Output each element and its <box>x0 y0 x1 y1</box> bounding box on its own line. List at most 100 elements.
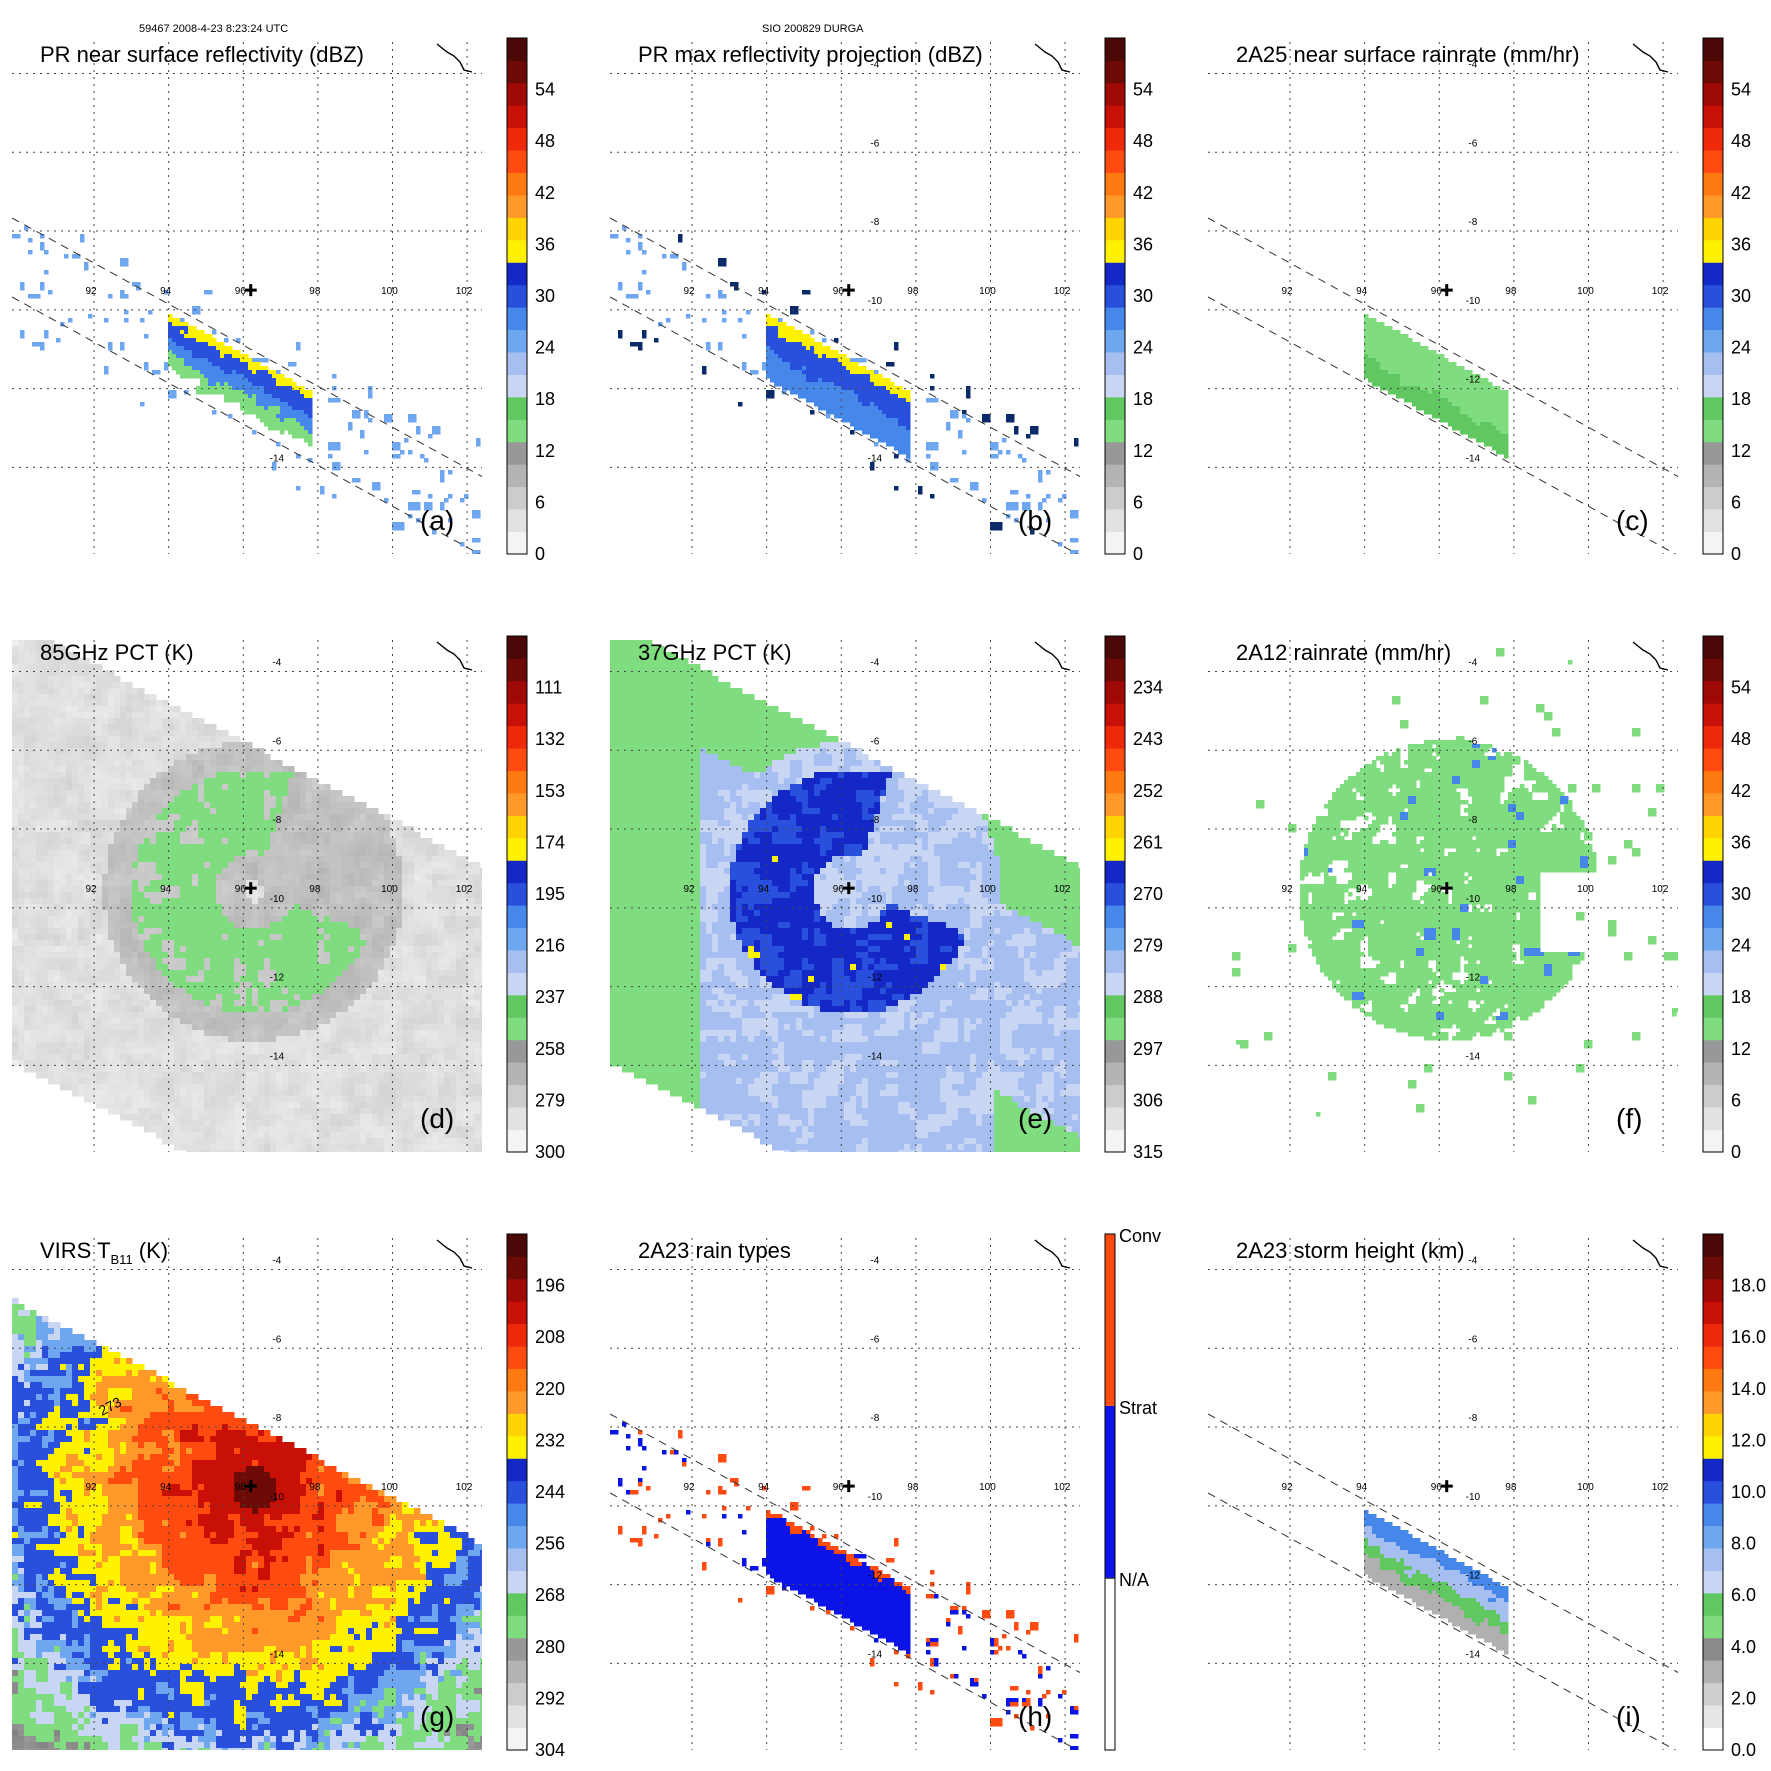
colorbar-swatch <box>1703 1413 1723 1437</box>
colorbar-tick-label: 6.0 <box>1731 1585 1756 1605</box>
colorbar-swatch <box>1703 837 1723 861</box>
colorbar-swatch <box>1703 882 1723 906</box>
colorbar-swatch <box>1703 1084 1723 1108</box>
colorbar-swatch <box>507 1525 527 1549</box>
colorbar-swatch <box>1703 1391 1723 1414</box>
colorbar-tick-label: 18.0 <box>1731 1276 1766 1296</box>
panel-g-field <box>12 1298 482 1750</box>
colorbar-swatch <box>507 1637 527 1661</box>
lon-tick-label: 100 <box>1577 884 1594 895</box>
panel-f-title: 2A12 rainrate (mm/hr) <box>1236 640 1451 665</box>
lon-tick-label: 96 <box>1431 286 1443 297</box>
colorbar-swatch <box>1105 352 1125 375</box>
lat-tick-label: -8 <box>272 815 281 826</box>
colorbar-tick-label: 12 <box>535 441 555 461</box>
lon-tick-label: 96 <box>1431 1482 1443 1493</box>
colorbar-tick-label: 0 <box>1133 544 1143 564</box>
panel-e: 92 94 96 98 100 102 -4 -6 -8 -10 -12 -14 37GHz PCT (… <box>610 635 1163 1162</box>
lat-tick-label: -10 <box>270 894 285 905</box>
storm-center-marker <box>244 284 257 297</box>
colorbar-swatch <box>1105 531 1125 555</box>
lat-tick-label: -4 <box>272 658 281 669</box>
lat-tick-label: -6 <box>1468 736 1477 747</box>
colorbar-tick-label: 0 <box>535 544 545 564</box>
panel-a-label: (a) <box>420 505 454 536</box>
lon-tick-label: 96 <box>235 884 247 895</box>
lat-tick-label: -14 <box>868 1649 883 1660</box>
colorbar-swatch <box>1105 1405 1115 1578</box>
colorbar-swatch <box>507 1503 527 1527</box>
colorbar-tick-label: 54 <box>1133 80 1153 100</box>
colorbar-swatch <box>507 374 527 398</box>
lat-tick-label: -6 <box>870 138 879 149</box>
colorbar-swatch <box>1703 1368 1723 1392</box>
panel-a-colorbar: 0 6 12 18 24 30 36 42 48 54 <box>506 37 555 564</box>
coastline <box>436 1239 473 1269</box>
colorbar-swatch <box>507 441 527 465</box>
lat-tick-label: -10 <box>868 296 883 307</box>
colorbar-swatch <box>1105 972 1125 996</box>
colorbar-swatch <box>507 150 527 174</box>
colorbar-swatch <box>507 770 527 794</box>
lon-tick-label: 100 <box>381 884 398 895</box>
colorbar-swatch <box>1703 1637 1723 1661</box>
colorbar-swatch <box>1105 680 1125 704</box>
colorbar-swatch <box>1703 793 1723 816</box>
colorbar-swatch <box>1105 307 1125 331</box>
colorbar-swatch <box>1703 1570 1723 1594</box>
colorbar-swatch <box>1703 150 1723 174</box>
colorbar-swatch <box>1703 1548 1723 1571</box>
panel-d-grid <box>12 640 482 1152</box>
colorbar-swatch <box>1105 1039 1125 1063</box>
lon-tick-label: 100 <box>381 286 398 297</box>
panel-e-colorbar: 315 306 297 288 279 270 261 252 243 234 <box>1104 635 1163 1162</box>
colorbar-tick-label: 174 <box>535 832 565 852</box>
colorbar-swatch <box>507 1727 527 1751</box>
lon-tick-label: 94 <box>758 884 770 895</box>
colorbar-swatch <box>1105 419 1125 443</box>
colorbar-tick-label: 48 <box>1133 131 1153 151</box>
lat-tick-label: -14 <box>1466 453 1481 464</box>
colorbar-tick-label: 0 <box>1731 544 1741 564</box>
colorbar-swatch <box>507 307 527 331</box>
colorbar-swatch <box>1703 374 1723 398</box>
colorbar-swatch <box>1105 927 1125 951</box>
lat-tick-label: -10 <box>868 1492 883 1503</box>
storm-center-marker <box>244 882 257 895</box>
panel-b-label: (b) <box>1018 505 1052 536</box>
colorbar-tick-label: 0 <box>1731 1142 1741 1162</box>
panel-i: 92 94 96 98 100 102 -4 -6 -8 -10 -12 -14 2A23 storm … <box>1208 1233 1766 1760</box>
lon-tick-label: 102 <box>1054 1482 1071 1493</box>
colorbar-swatch <box>507 82 527 106</box>
colorbar-swatch <box>1105 1234 1115 1406</box>
colorbar-swatch <box>507 837 527 861</box>
colorbar-swatch <box>507 105 527 129</box>
lon-tick-label: 100 <box>1577 1482 1594 1493</box>
lat-tick-label: -8 <box>870 815 879 826</box>
colorbar-tick-label: 6 <box>1133 492 1143 512</box>
colorbar-tick-label: 42 <box>1731 781 1751 801</box>
colorbar-swatch <box>1703 1727 1723 1751</box>
colorbar-tick-label: 256 <box>535 1534 565 1554</box>
swath-edge <box>610 1492 1079 1750</box>
colorbar-tick-label: 36 <box>1133 234 1153 254</box>
colorbar-swatch <box>1703 38 1723 61</box>
lat-tick-label: -8 <box>870 1413 879 1424</box>
colorbar-swatch <box>1703 1017 1723 1041</box>
coastline <box>436 43 473 73</box>
lon-tick-label: 98 <box>309 286 321 297</box>
panel-d: 92 94 96 98 100 102 -4 -6 -8 -10 -12 -14 85GHz PCT (… <box>12 635 565 1162</box>
colorbar-swatch <box>1105 725 1125 749</box>
lon-tick-label: 98 <box>1505 884 1517 895</box>
lon-tick-label: 98 <box>907 884 919 895</box>
panel-a: 92 94 96 98 100 102 -14 PR near surface reflect… <box>12 37 555 564</box>
colorbar-tick-label: 36 <box>1731 832 1751 852</box>
colorbar-swatch <box>1105 262 1125 286</box>
colorbar-swatch <box>507 680 527 704</box>
colorbar-tick-label: 279 <box>535 1090 565 1110</box>
lat-tick-label: -12 <box>1466 1571 1481 1582</box>
colorbar-frame <box>1104 1233 1116 1751</box>
lat-tick-label: -6 <box>870 736 879 747</box>
panel-h-grid <box>610 1238 1080 1750</box>
